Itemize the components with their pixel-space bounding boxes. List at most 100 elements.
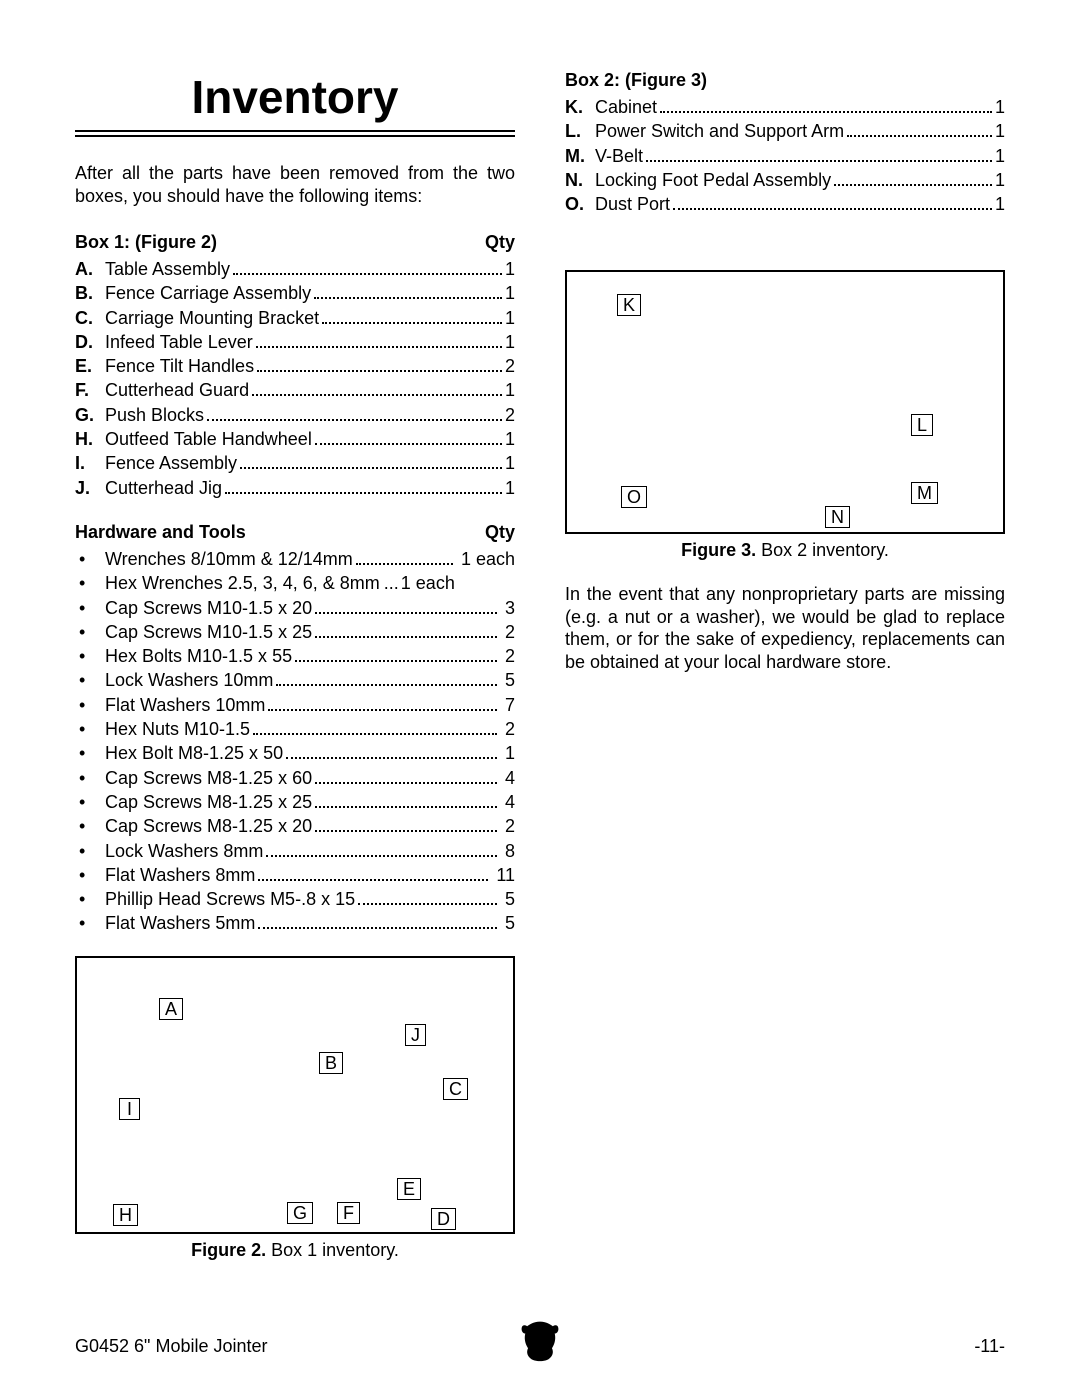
leader-dots [847, 135, 992, 137]
callout-c: C [443, 1078, 468, 1100]
item-qty: 1 [995, 144, 1005, 168]
item-qty: 1 each [396, 571, 455, 595]
leader-dots [258, 927, 497, 929]
bullet-icon: • [75, 887, 105, 911]
list-item: E.Fence Tilt Handles2 [75, 354, 515, 378]
list-item: •Hex Wrenches 2.5, 3, 4, 6, & 8mm... 1 e… [75, 571, 515, 595]
list-item: D.Infeed Table Lever1 [75, 330, 515, 354]
callout-n: N [825, 506, 850, 528]
callout-f: F [337, 1202, 360, 1224]
item-qty: 1 [995, 168, 1005, 192]
item-name: Hex Bolts M10-1.5 x 55 [105, 644, 292, 668]
leader-dots [268, 709, 497, 711]
list-item: K.Cabinet1 [565, 95, 1005, 119]
item-letter: F. [75, 378, 105, 402]
callout-k: K [617, 294, 641, 316]
bullet-icon: • [75, 693, 105, 717]
leader-dots [253, 733, 497, 735]
qty-header: Qty [485, 522, 515, 543]
leader-dots [315, 782, 497, 784]
item-qty: 1 [505, 476, 515, 500]
leader-dots [834, 184, 992, 186]
callout-g: G [287, 1202, 313, 1224]
item-letter: K. [565, 95, 595, 119]
item-qty: 2 [500, 717, 515, 741]
list-item: C.Carriage Mounting Bracket1 [75, 306, 515, 330]
leader-dots [286, 757, 497, 759]
list-item: O.Dust Port1 [565, 192, 1005, 216]
list-item: •Wrenches 8/10mm & 12/14mm 1 each [75, 547, 515, 571]
title-rule [75, 130, 515, 137]
bullet-icon: • [75, 863, 105, 887]
item-name: Lock Washers 8mm [105, 839, 263, 863]
item-name: Flat Washers 10mm [105, 693, 265, 717]
item-letter: J. [75, 476, 105, 500]
list-item: H.Outfeed Table Handwheel1 [75, 427, 515, 451]
item-name: Hex Wrenches 2.5, 3, 4, 6, & 8mm [105, 571, 380, 595]
left-column: Inventory After all the parts have been … [75, 70, 515, 1261]
item-qty: 5 [500, 911, 515, 935]
list-item: B.Fence Carriage Assembly1 [75, 281, 515, 305]
footer-left: G0452 6" Mobile Jointer [75, 1336, 268, 1357]
list-item: G.Push Blocks2 [75, 403, 515, 427]
item-qty: 3 [500, 596, 515, 620]
leader-dots [258, 879, 488, 881]
item-qty: 1 [500, 741, 515, 765]
right-column: Box 2: (Figure 3) K.Cabinet1L.Power Swit… [565, 70, 1005, 1261]
list-item: •Lock Washers 10mm 5 [75, 668, 515, 692]
qty-header: Qty [485, 232, 515, 253]
page-footer: G0452 6" Mobile Jointer -11- [75, 1336, 1005, 1357]
list-item: F.Cutterhead Guard1 [75, 378, 515, 402]
box2-list: K.Cabinet1L.Power Switch and Support Arm… [565, 95, 1005, 216]
hardware-header-left: Hardware and Tools [75, 522, 246, 543]
hardware-header: Hardware and Tools Qty [75, 522, 515, 543]
item-qty: 1 [505, 257, 515, 281]
leader-dots [646, 160, 992, 162]
leader-dots [276, 684, 497, 686]
note-paragraph: In the event that any nonproprietary par… [565, 583, 1005, 673]
item-letter: M. [565, 144, 595, 168]
box1-list: A.Table Assembly1B.Fence Carriage Assemb… [75, 257, 515, 500]
item-qty: 1 [995, 119, 1005, 143]
item-qty: 5 [500, 668, 515, 692]
box2-header-left: Box 2: (Figure 3) [565, 70, 707, 91]
leader-dots [315, 612, 497, 614]
bullet-icon: • [75, 644, 105, 668]
leader-dots [314, 297, 502, 299]
item-name: Fence Assembly [105, 451, 237, 475]
list-item: I.Fence Assembly1 [75, 451, 515, 475]
item-letter: A. [75, 257, 105, 281]
item-name: Flat Washers 8mm [105, 863, 255, 887]
callout-d: D [431, 1208, 456, 1230]
footer-right: -11- [974, 1336, 1005, 1357]
list-item: •Hex Bolt M8-1.25 x 50 1 [75, 741, 515, 765]
item-name: Fence Tilt Handles [105, 354, 254, 378]
item-qty: 2 [500, 814, 515, 838]
leader-dots [315, 830, 497, 832]
callout-i: I [119, 1098, 140, 1120]
leader-dots [252, 394, 502, 396]
list-item: •Cap Screws M8-1.25 x 25 4 [75, 790, 515, 814]
list-item: M.V-Belt 1 [565, 144, 1005, 168]
item-name: Infeed Table Lever [105, 330, 253, 354]
figure-2-caption-text: Box 1 inventory. [266, 1240, 399, 1260]
item-name: Phillip Head Screws M5-.8 x 15 [105, 887, 355, 911]
item-name: Fence Carriage Assembly [105, 281, 311, 305]
item-letter: G. [75, 403, 105, 427]
list-item: •Flat Washers 8mm 11 [75, 863, 515, 887]
item-name: Power Switch and Support Arm [595, 119, 844, 143]
item-qty: 1 [505, 427, 515, 451]
item-name: Carriage Mounting Bracket [105, 306, 319, 330]
item-qty: 1 [505, 451, 515, 475]
bullet-icon: • [75, 547, 105, 571]
item-qty: 2 [505, 403, 515, 427]
item-name: Hex Bolt M8-1.25 x 50 [105, 741, 283, 765]
leader-dots [315, 636, 497, 638]
bullet-icon: • [75, 571, 105, 595]
bullet-icon: • [75, 741, 105, 765]
list-item: •Cap Screws M10-1.5 x 20 3 [75, 596, 515, 620]
item-name: V-Belt [595, 144, 643, 168]
leader-dots [295, 660, 497, 662]
item-name: Cap Screws M8-1.25 x 60 [105, 766, 312, 790]
item-letter: E. [75, 354, 105, 378]
